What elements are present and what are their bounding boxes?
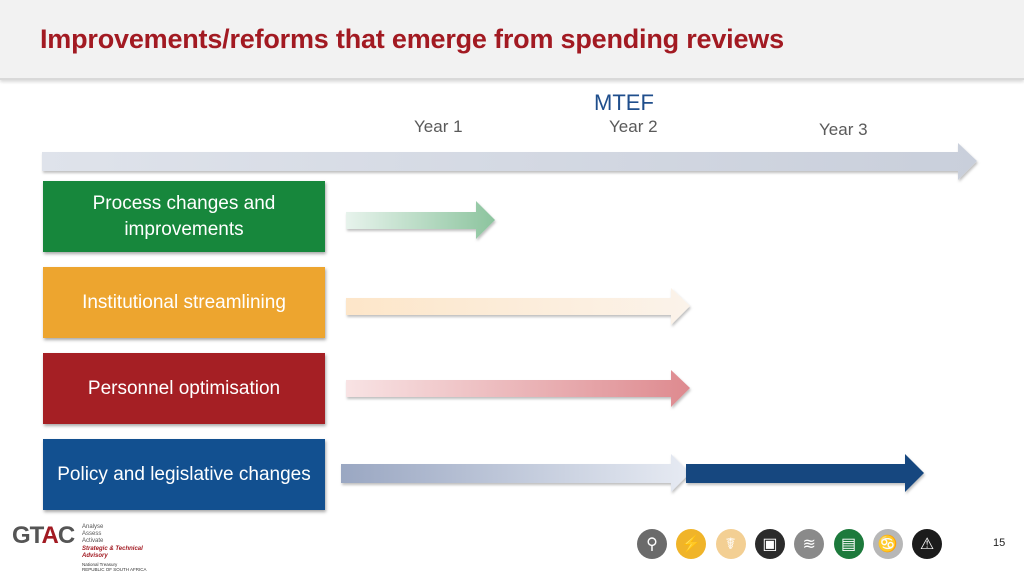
reform-box-personnel-optimisation: Personnel optimisation — [43, 353, 325, 424]
health-icon: ☤ — [715, 529, 746, 559]
reform-label: Policy and legislative changes — [57, 463, 311, 485]
mtef-label: MTEF — [594, 90, 654, 115]
electricity-icon: ⚡ — [676, 529, 707, 559]
ribbon-icon: ♋ — [872, 529, 903, 559]
slide-header: Improvements/reforms that emerge from sp… — [0, 0, 1024, 80]
logo-tagline-1: Analyse — [82, 524, 104, 530]
timeline-axis-arrow — [42, 143, 977, 180]
logo-tagline-3: Activate — [82, 538, 104, 544]
reform-box-institutional-streamlining: Institutional streamlining — [43, 267, 325, 338]
reform-box-policy-changes: Policy and legislative changes — [43, 439, 325, 510]
year-3-label: Year 3 — [819, 120, 868, 139]
reform-label: Institutional streamlining — [82, 291, 286, 313]
bus-icon: ▣ — [754, 529, 785, 559]
reform-box-process-changes: Process changes and improvements — [43, 181, 325, 252]
year-2-label: Year 2 — [609, 117, 658, 136]
logo-subtitle: Strategic & Technical Advisory — [82, 546, 143, 559]
reform-label: Process changes and improvements — [92, 192, 276, 240]
gtac-logo: GTAC Analyse Assess Activate Strategic &… — [10, 520, 150, 572]
slide-title: Improvements/reforms that emerge from sp… — [40, 24, 784, 54]
personnel-optimisation-arrow — [346, 370, 690, 407]
logo-footer: National Treasury REPUBLIC OF SOUTH AFRI… — [82, 562, 147, 572]
reform-label: Personnel optimisation — [87, 377, 281, 399]
policy-changes-arrow-beyond — [686, 454, 924, 492]
road-icon: ≋ — [794, 529, 825, 559]
process-changes-arrow — [346, 201, 495, 239]
institutional-streamlining-arrow — [346, 288, 690, 325]
policy-changes-arrow-mtef — [341, 454, 690, 492]
warning-icon: ⚠ — [912, 529, 943, 559]
education-icon: ▤ — [833, 529, 864, 559]
logo-tagline-2: Assess — [82, 531, 102, 537]
year-1-label: Year 1 — [414, 117, 463, 136]
page-number: 15 — [993, 537, 1006, 549]
gtac-wordmark: GTAC — [12, 522, 75, 549]
water-tap-icon: ⚲ — [637, 529, 667, 559]
